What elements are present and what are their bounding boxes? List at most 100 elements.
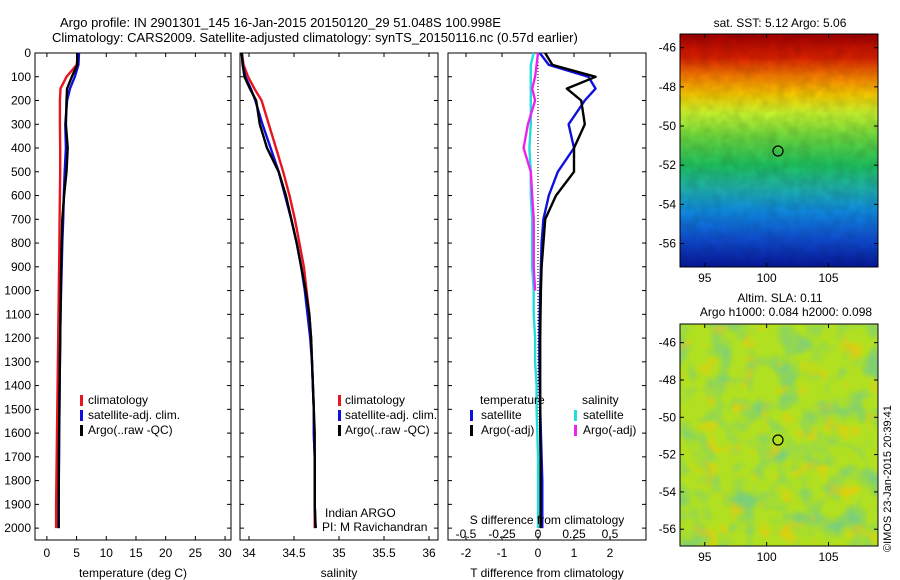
s-tick-label: 0.5 [602,527,619,541]
x-tick-label: 35 [332,546,346,560]
lon-tick-label: 100 [757,271,777,285]
legend-swatch-satellite [338,410,341,421]
title-line-2: Climatology: CARS2009. Satellite-adjuste… [52,30,578,45]
sla-map-title-1: Altim. SLA: 0.11 [737,291,822,305]
s-difference-label: S difference from climatology [470,513,625,527]
data-provider-label: Indian ARGO [325,506,396,520]
legend-swatch-t-argo [470,425,473,436]
legend-label-climatology: climatology [345,393,405,407]
x-tick-label: -2 [461,546,472,560]
pi-label: PI: M Ravichandran [322,520,427,534]
depth-tick-label: 1000 [4,284,31,298]
difference-legend: temperature satellite Argo(-adj) salinit… [470,393,636,437]
legend-swatch-s-satellite [574,410,577,421]
legend-label-t-satellite: satellite [481,408,522,422]
temperature-xlabel: temperature (deg C) [79,566,187,580]
depth-tick-label: 1300 [4,355,31,369]
depth-tick-label: 300 [11,117,31,131]
salinity-legend: climatology satellite-adj. clim. Argo(..… [338,393,437,437]
legend-label-argo: Argo(..raw -QC) [345,423,430,437]
s-tick-label: 0.25 [562,527,586,541]
legend-swatch-satellite [80,410,83,421]
sst-argo-location-marker [772,145,784,157]
difference-depth-ticks [448,52,646,529]
x-tick-label: 36 [422,546,436,560]
legend-heading-salinity: salinity [582,393,619,407]
depth-tick-label: 1200 [4,331,31,345]
legend-swatch-t-satellite [470,410,473,421]
sla-argo-location-marker [772,434,784,446]
lat-tick-label: -48 [659,373,677,387]
legend-swatch-climatology [80,395,83,406]
lat-tick-label: -52 [659,158,677,172]
credit-label: ©IMOS 23-Jan-2015 20:39:41 [882,405,894,552]
x-tick-label: -1 [497,546,508,560]
series-line-salinity-satellite [528,52,540,529]
sst-map-ticks: -46 -48 -50 -52 -54 -56 95 100 105 [659,34,878,285]
depth-tick-label: 1800 [4,474,31,488]
lat-tick-label: -46 [659,41,677,55]
depth-tick-label: 700 [11,212,31,226]
depth-tick-label: 400 [11,141,31,155]
salinity-profiles [240,52,317,529]
depth-tick-label: 1900 [4,497,31,511]
series-line-argo-raw-qc [57,53,79,529]
series-line-climatology [54,52,80,529]
sla-map-frame [679,323,879,547]
legend-label-satellite: satellite-adj. clim. [345,408,437,422]
sst-map-title: sat. SST: 5.12 Argo: 5.06 [714,16,847,30]
legend-label-satellite: satellite-adj. clim. [88,408,180,422]
depth-tick-label: 800 [11,236,31,250]
title-line-1: Argo profile: IN 2901301_145 16-Jan-2015… [60,15,501,30]
temperature-panel: 0100200300400500600700800900100011001200… [4,46,232,580]
lat-tick-label: -50 [659,119,677,133]
x-tick-label: 15 [129,546,143,560]
lon-tick-label: 100 [757,550,777,564]
legend-label-climatology: climatology [88,393,148,407]
x-tick-label: 0 [44,546,51,560]
x-tick-label: 2 [607,546,614,560]
series-line-temperature-argo-adj [539,52,597,529]
x-tick-label: 34.5 [282,546,306,560]
sla-map-ticks: -46 -48 -50 -52 -54 -56 95 100 105 [659,324,878,564]
legend-swatch-s-argo [574,425,577,436]
legend-swatch-argo [80,425,83,436]
lat-tick-label: -48 [659,80,677,94]
salinity-panel: 34 34.5 35 35.5 36 salinity climatology sate… [239,52,439,580]
x-tick-label: 0 [535,546,542,560]
legend-label-argo: Argo(..raw -QC) [88,423,173,437]
depth-tick-label: 1600 [4,426,31,440]
legend-heading-temperature: temperature [480,393,545,407]
x-tick-label: 20 [159,546,173,560]
difference-axes-box [447,52,647,541]
depth-tick-label: 600 [11,189,31,203]
series-line-argo-raw-qc [240,52,317,529]
series-line-salinity-argo-adj [522,52,540,291]
legend-label-t-argo: Argo(-adj) [481,423,534,437]
depth-tick-label: 500 [11,165,31,179]
lat-tick-label: -46 [659,336,677,350]
salinity-x-ticks: 34 34.5 35 35.5 36 [242,53,436,560]
legend-swatch-argo [338,425,341,436]
lat-tick-label: -50 [659,410,677,424]
sst-map-texture [680,34,878,267]
legend-label-s-argo: Argo(-adj) [583,423,636,437]
x-tick-label: 1 [571,546,578,560]
sst-map-panel: sat. SST: 5.12 Argo: 5.06 [659,16,879,285]
depth-tick-label: 1400 [4,379,31,393]
t-difference-xlabel: T difference from climatology [470,566,624,580]
depth-tick-label: 1100 [5,307,31,321]
lon-tick-label: 105 [818,271,838,285]
lat-tick-label: -52 [659,448,677,462]
depth-tick-label: 2000 [4,521,31,535]
temperature-x-ticks: 0 5 10 15 20 25 30 [44,53,232,560]
depth-tick-label: 1700 [4,450,31,464]
depth-tick-label: 0 [24,46,31,60]
lon-tick-label: 105 [818,550,838,564]
s-tick-label: -0.25 [488,527,516,541]
depth-tick-label: 1500 [4,402,31,416]
lat-tick-label: -56 [659,522,677,536]
x-tick-label: 34 [242,546,256,560]
